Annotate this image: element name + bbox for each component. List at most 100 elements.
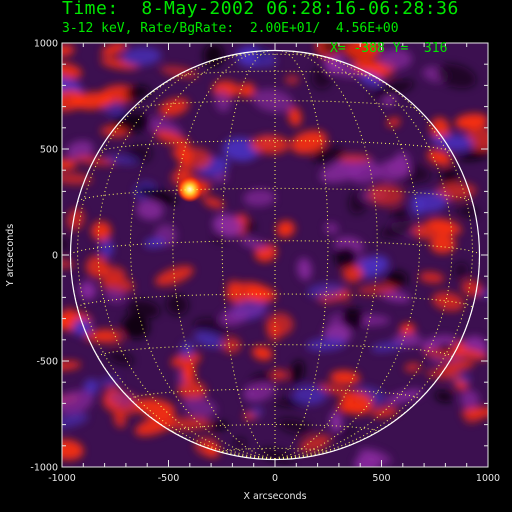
- longitude-line: [274, 50, 329, 460]
- y-axis-label: Y arcseconds: [5, 224, 16, 287]
- emission-blob: [71, 318, 92, 336]
- emission-blob: [460, 389, 480, 409]
- y-tick-label: 500: [40, 145, 58, 156]
- x-tick-label: 1000: [476, 473, 500, 484]
- emission-blob: [239, 82, 256, 98]
- longitude-line: [274, 50, 421, 460]
- emission-blob: [465, 126, 488, 151]
- emission-blob: [243, 221, 256, 233]
- y-tick-label: 0: [52, 251, 58, 262]
- emission-blob: [410, 191, 449, 213]
- emission-blob: [356, 255, 389, 278]
- emission-blob: [368, 183, 405, 207]
- emission-blob: [177, 380, 207, 401]
- emission-blob: [245, 305, 266, 316]
- emission-blob: [290, 130, 328, 154]
- latitude-line: [70, 240, 480, 256]
- emission-blob: [219, 307, 250, 326]
- emission-blob: [422, 348, 461, 359]
- emission-blob: [277, 417, 312, 435]
- emission-blob: [136, 200, 164, 221]
- emission-blob: [165, 294, 189, 316]
- emission-blob: [459, 150, 488, 161]
- emission-blob: [194, 437, 219, 457]
- emission-blob: [457, 206, 479, 217]
- emission-blob: [126, 299, 160, 319]
- latitude-line: [129, 388, 421, 400]
- emission-blob: [62, 235, 70, 253]
- latitude-line: [173, 70, 377, 78]
- latitude-line: [130, 100, 420, 111]
- emission-blob: [342, 43, 378, 61]
- cursor-coordinates: X= -388 Y= 316: [330, 41, 448, 56]
- time-range-title: Time: 8-May-2002 06:28:16-06:28:36: [62, 0, 459, 19]
- emission-blob: [341, 307, 365, 329]
- emission-blob: [385, 389, 423, 404]
- emission-blob: [386, 117, 401, 127]
- emission-blob: [121, 47, 162, 66]
- y-tick-label: -1000: [30, 463, 58, 474]
- emission-blob: [144, 237, 167, 248]
- x-tick-label: -1000: [48, 473, 76, 484]
- emission-blob: [276, 220, 295, 238]
- emission-blob: [250, 135, 290, 154]
- emission-blob: [306, 337, 347, 352]
- emission-blob: [202, 196, 225, 209]
- emission-blob: [108, 391, 134, 407]
- emission-blob: [62, 439, 84, 461]
- emission-blob: [159, 98, 190, 117]
- emission-blob: [342, 403, 370, 414]
- emission-blob: [122, 314, 150, 339]
- emission-blob: [324, 222, 339, 234]
- emission-blob: [62, 43, 75, 57]
- solar-limb: [69, 49, 481, 461]
- latitude-line: [97, 140, 453, 153]
- emission-blob: [83, 378, 99, 396]
- emission-blob: [134, 414, 177, 437]
- emission-blob: [334, 245, 358, 269]
- longitude-line: [221, 50, 276, 460]
- emission-blob: [430, 235, 456, 254]
- emission-blob: [248, 406, 264, 418]
- emission-blob: [170, 352, 202, 368]
- emission-blob: [370, 341, 404, 353]
- longitude-line: [172, 50, 276, 460]
- emission-blob: [425, 368, 463, 381]
- heliographic-grid: [70, 50, 480, 460]
- emission-blob: [226, 279, 242, 295]
- emission-blob: [334, 154, 372, 163]
- emission-blob: [439, 360, 475, 372]
- emission-blob: [297, 257, 312, 281]
- emission-blob: [154, 130, 190, 147]
- emission-blob: [431, 135, 444, 145]
- emission-blob: [221, 337, 241, 354]
- emission-blob: [252, 345, 273, 361]
- emission-blob: [437, 134, 474, 152]
- longitude-line: [129, 50, 276, 460]
- emission-blob: [288, 106, 302, 127]
- emission-blob: [379, 222, 416, 238]
- emission-blob: [342, 265, 363, 283]
- emission-blob: [62, 306, 76, 331]
- emission-blob: [212, 172, 228, 184]
- emission-blob: [370, 406, 399, 418]
- emission-blob: [292, 385, 328, 406]
- emission-blob: [125, 85, 150, 100]
- emission-blob: [243, 381, 276, 402]
- emission-blob: [62, 390, 94, 415]
- y-tick-label: -500: [36, 357, 58, 368]
- emission-blob: [193, 331, 225, 349]
- emission-blob: [99, 238, 114, 258]
- energy-rate-subtitle: 3-12 keV, Rate/BgRate: 2.00E+01/ 4.56E+0…: [62, 21, 399, 36]
- emission-blob: [91, 221, 112, 241]
- bright-flare-source: [176, 176, 203, 203]
- emission-blob: [160, 65, 199, 79]
- emission-blob: [436, 63, 477, 89]
- emission-blob: [391, 207, 409, 223]
- emission-blob: [284, 75, 300, 85]
- emission-blob: [233, 437, 247, 450]
- emission-blob: [299, 434, 331, 453]
- emission-blob: [137, 186, 178, 205]
- emission-blob: [378, 48, 413, 70]
